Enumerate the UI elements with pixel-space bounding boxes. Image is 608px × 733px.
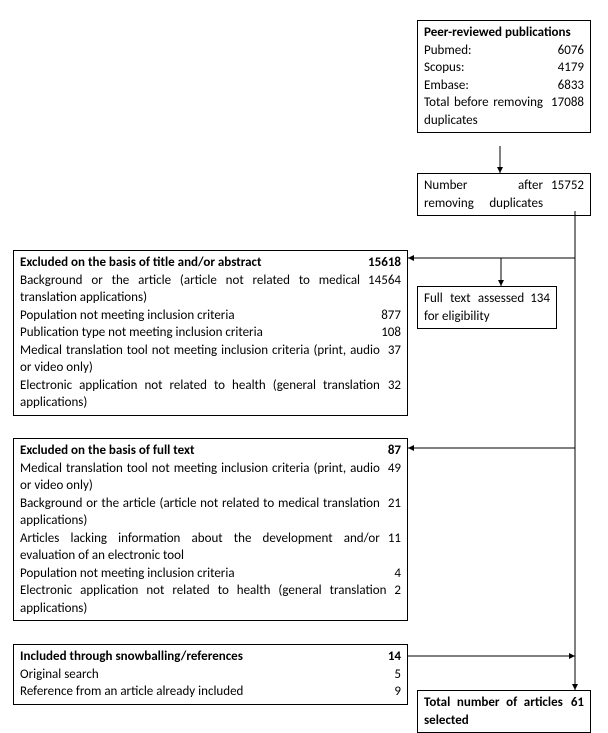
fulltext-box: Full text assessed for eligibility 134 bbox=[417, 286, 557, 329]
table-row: Original search5 bbox=[20, 666, 401, 684]
snowball-box: Included through snowballing/references … bbox=[13, 644, 408, 705]
snowball-header-value: 14 bbox=[388, 648, 401, 666]
table-row: Population not meeting inclusion criteri… bbox=[20, 565, 401, 583]
row-value: 4 bbox=[394, 565, 401, 583]
excluded-fulltext-header-value: 87 bbox=[388, 442, 401, 460]
row-value: 877 bbox=[381, 307, 401, 325]
row-value: 108 bbox=[381, 324, 401, 342]
table-row: Electronic application not related to he… bbox=[20, 377, 401, 412]
sources-total-value: 17088 bbox=[551, 94, 584, 112]
table-row: Medical translation tool not meeting inc… bbox=[20, 342, 401, 377]
row-value: 21 bbox=[388, 495, 401, 513]
row-value: 32 bbox=[388, 377, 401, 395]
total-box: Total number of articles selected 61 bbox=[417, 690, 591, 733]
table-row: Embase:6833 bbox=[424, 77, 584, 95]
row-label: Electronic application not related to he… bbox=[20, 377, 388, 412]
fulltext-row: Full text assessed for eligibility 134 bbox=[424, 290, 550, 325]
row-label: Embase: bbox=[424, 77, 558, 95]
row-label: Medical translation tool not meeting inc… bbox=[20, 460, 388, 495]
snowball-header-label: Included through snowballing/references bbox=[20, 648, 388, 666]
row-label: Reference from an article already includ… bbox=[20, 683, 394, 701]
table-row: Pubmed:6076 bbox=[424, 42, 584, 60]
table-row: Background or the article (article not r… bbox=[20, 272, 401, 307]
row-value: 49 bbox=[388, 460, 401, 478]
table-row: Scopus:4179 bbox=[424, 59, 584, 77]
table-row: Articles lacking information about the d… bbox=[20, 530, 401, 565]
dedup-label: Number after removing duplicates bbox=[424, 177, 551, 212]
excluded-fulltext-header: Excluded on the basis of full text 87 bbox=[20, 442, 401, 460]
row-label: Population not meeting inclusion criteri… bbox=[20, 307, 381, 325]
row-label: Background or the article (article not r… bbox=[20, 272, 368, 307]
dedup-value: 15752 bbox=[551, 177, 584, 195]
excluded-title-box: Excluded on the basis of title and/or ab… bbox=[13, 250, 408, 416]
row-label: Articles lacking information about the d… bbox=[20, 530, 388, 565]
sources-box: Peer-reviewed publications Pubmed:6076Sc… bbox=[417, 20, 591, 133]
row-label: Medical translation tool not meeting inc… bbox=[20, 342, 388, 377]
excluded-title-header: Excluded on the basis of title and/or ab… bbox=[20, 254, 401, 272]
total-value: 61 bbox=[571, 694, 584, 712]
snowball-header: Included through snowballing/references … bbox=[20, 648, 401, 666]
dedup-box: Number after removing duplicates 15752 bbox=[417, 173, 591, 216]
row-value: 37 bbox=[388, 342, 401, 360]
row-label: Scopus: bbox=[424, 59, 558, 77]
excluded-title-header-value: 15618 bbox=[368, 254, 401, 272]
table-row: Electronic application not related to he… bbox=[20, 582, 401, 617]
row-label: Original search bbox=[20, 666, 394, 684]
excluded-fulltext-header-label: Excluded on the basis of full text bbox=[20, 442, 388, 460]
row-label: Population not meeting inclusion criteri… bbox=[20, 565, 394, 583]
table-row: Publication type not meeting inclusion c… bbox=[20, 324, 401, 342]
total-label: Total number of articles selected bbox=[424, 694, 571, 729]
row-value: 4179 bbox=[558, 59, 584, 77]
sources-total-row: Total before removing duplicates 17088 bbox=[424, 94, 584, 129]
dedup-row: Number after removing duplicates 15752 bbox=[424, 177, 584, 212]
row-label: Electronic application not related to he… bbox=[20, 582, 394, 617]
row-value: 2 bbox=[394, 582, 401, 600]
row-value: 9 bbox=[394, 683, 401, 701]
row-value: 14564 bbox=[368, 272, 401, 290]
row-label: Pubmed: bbox=[424, 42, 558, 60]
table-row: Background or the article (article not r… bbox=[20, 495, 401, 530]
sources-title: Peer-reviewed publications bbox=[424, 24, 584, 42]
row-value: 5 bbox=[394, 666, 401, 684]
excluded-fulltext-box: Excluded on the basis of full text 87 Me… bbox=[13, 438, 408, 621]
table-row: Medical translation tool not meeting inc… bbox=[20, 460, 401, 495]
total-row: Total number of articles selected 61 bbox=[424, 694, 584, 729]
excluded-title-header-label: Excluded on the basis of title and/or ab… bbox=[20, 254, 368, 272]
sources-total-label: Total before removing duplicates bbox=[424, 94, 551, 129]
row-label: Publication type not meeting inclusion c… bbox=[20, 324, 381, 342]
table-row: Reference from an article already includ… bbox=[20, 683, 401, 701]
row-value: 6833 bbox=[558, 77, 584, 95]
fulltext-label: Full text assessed for eligibility bbox=[424, 290, 530, 325]
fulltext-value: 134 bbox=[530, 290, 550, 308]
row-value: 11 bbox=[388, 530, 401, 548]
row-label: Background or the article (article not r… bbox=[20, 495, 388, 530]
table-row: Population not meeting inclusion criteri… bbox=[20, 307, 401, 325]
row-value: 6076 bbox=[558, 42, 584, 60]
